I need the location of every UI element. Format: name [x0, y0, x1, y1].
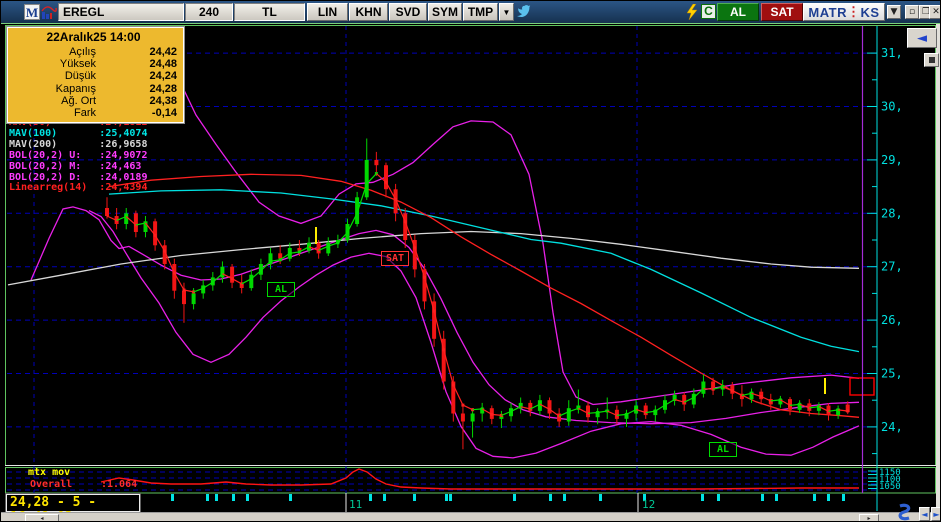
horizontal-scrollbar[interactable]: ◂ ▸ — [1, 512, 940, 521]
chart-type-icon[interactable] — [41, 4, 57, 20]
signal-sat-box: SAT — [381, 251, 409, 266]
indicator-legend: MAV(50) :24,1812MAV(100) :25,4074MAV(200… — [9, 117, 148, 194]
mode-button-svd[interactable]: SVD — [389, 3, 427, 21]
brand-dots: ⋮ — [847, 4, 861, 19]
scroll-left-button[interactable]: ◄ — [907, 28, 937, 48]
currency-value: TL — [262, 5, 277, 19]
legend-line: Linearreg(14) :24,4394 — [9, 182, 148, 194]
status-price-time: 24,28 - 5 - 16:49:03 — [6, 494, 140, 521]
overall-value: :1.064 — [101, 479, 138, 490]
sell-button[interactable]: SAT — [761, 3, 803, 21]
restore-chart-button[interactable] — [924, 53, 939, 67]
overall-label: Overall — [30, 479, 73, 490]
mode-button-lin[interactable]: LIN — [307, 3, 348, 21]
period-input[interactable]: 240 — [185, 3, 233, 21]
mode-button-sym[interactable]: SYM — [428, 3, 462, 21]
lightning-icon[interactable] — [685, 3, 699, 25]
window-right-border — [936, 23, 940, 521]
mode-button-khn[interactable]: KHN — [349, 3, 388, 21]
tooltip-row: Yüksek 24,48 — [59, 58, 177, 71]
signal-al-box: AL — [267, 282, 295, 297]
app-logo-icon[interactable]: M — [24, 4, 40, 20]
tooltip-row: Fark -0,14 — [74, 107, 177, 120]
symbol-input[interactable]: EREGL — [58, 3, 184, 21]
subpanel-indicator-name: mtx mov — [28, 467, 71, 478]
signal-al-box: AL — [709, 442, 737, 457]
square-icon — [928, 57, 935, 63]
window-button-0[interactable]: ▼ — [887, 5, 901, 19]
page-left-button[interactable]: ◄ — [919, 507, 930, 521]
scrollbar-thumb[interactable]: ◂ — [25, 514, 59, 521]
tooltip-row: Kapanış 24,28 — [55, 82, 177, 95]
tooltip-row: Düşük 24,24 — [64, 70, 177, 83]
toolbar: M EREGL 240 TL LIN KHN SVD SYM TMP ▼ C AL SA… — [1, 1, 940, 25]
c-indicator-icon[interactable]: C — [701, 4, 716, 19]
symbol-value: EREGL — [63, 5, 105, 19]
data-window-tooltip: 22Aralık25 14:00 Açılış 24,42 Yüksek 24,48 D… — [7, 27, 184, 124]
buy-button[interactable]: AL — [717, 3, 759, 21]
tooltip-datetime: 22Aralık25 14:00 — [46, 30, 141, 44]
tooltip-row: Ağ. Ort 24,38 — [61, 94, 177, 107]
period-value: 240 — [198, 5, 220, 19]
tooltip-row: Açılış 24,42 — [69, 46, 177, 58]
scrollbar-right-button[interactable]: ▸ — [859, 514, 879, 521]
matriks-logo: MATR ⋮ KS — [803, 3, 885, 21]
mode-button-tmp[interactable]: TMP — [463, 3, 498, 21]
page-right-button[interactable]: ► — [931, 507, 940, 521]
chevron-down-icon[interactable]: ▼ — [499, 3, 514, 21]
legend-line: BOL(20,2) M: :24,463 — [9, 160, 142, 172]
currency-input[interactable]: TL — [234, 3, 305, 21]
tooltip-rows: Açılış 24,42 Yüksek 24,48 Düşük 24,24 Kapanış 2… — [10, 46, 177, 119]
window-button-3[interactable]: ✕ — [929, 5, 940, 19]
window-button-1[interactable]: ▫ — [905, 5, 919, 19]
matriks-swoosh-logo — [893, 502, 919, 521]
arrow-left-icon: ◄ — [917, 30, 927, 46]
twitter-icon[interactable] — [516, 5, 532, 24]
legend-line: BOL(20,2) U: :24,9072 — [9, 149, 148, 161]
